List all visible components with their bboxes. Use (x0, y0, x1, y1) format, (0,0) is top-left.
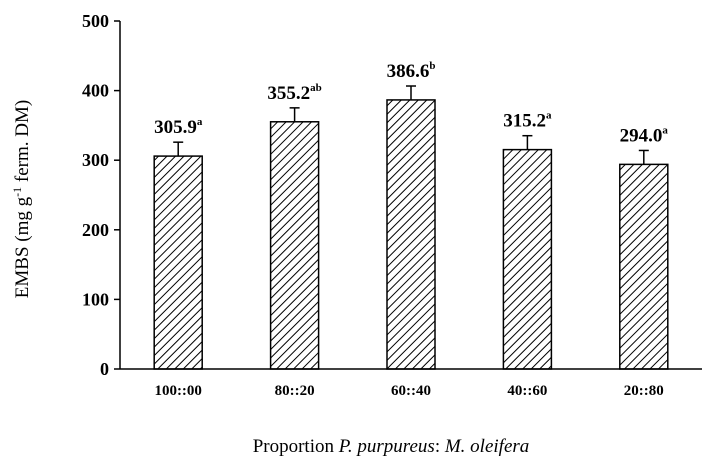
y-tick-label: 400 (82, 81, 109, 101)
bar (153, 155, 203, 370)
bar (269, 121, 320, 370)
error-bars (173, 85, 649, 165)
y-tick-label: 500 (82, 11, 109, 31)
x-tick-label: 20::80 (624, 383, 664, 399)
data-label: 294.0a (620, 124, 669, 146)
data-label: 355.2ab (267, 82, 321, 104)
y-tick-label: 0 (100, 359, 109, 379)
x-tick-label: 40::60 (507, 383, 547, 399)
y-tick-label: 200 (82, 220, 109, 240)
y-axis-title: EMBS (mg g-1 ferm. DM) (10, 100, 33, 298)
x-tick-label: 80::20 (275, 383, 315, 399)
bars (153, 99, 669, 370)
bar (386, 99, 436, 370)
bar (619, 163, 669, 370)
data-label: 305.9a (154, 116, 203, 138)
y-tick-label: 100 (82, 289, 109, 309)
y-axis-ticks: 0 100 200 300 400 500 (82, 11, 120, 379)
data-label: 386.6b (387, 60, 436, 82)
x-tick-label: 60::40 (391, 383, 431, 399)
data-label: 315.2a (503, 110, 552, 132)
y-tick-label: 300 (82, 150, 109, 170)
bar (502, 148, 553, 370)
x-axis-ticks: 100::00 80::20 60::40 40::60 20::80 (154, 383, 663, 399)
x-tick-label: 100::00 (154, 383, 202, 399)
x-axis-title: Proportion P. purpureus: M. oleifera (253, 436, 530, 457)
data-labels: 305.9a 355.2ab 386.6b 315.2a 294.0a (154, 60, 668, 146)
